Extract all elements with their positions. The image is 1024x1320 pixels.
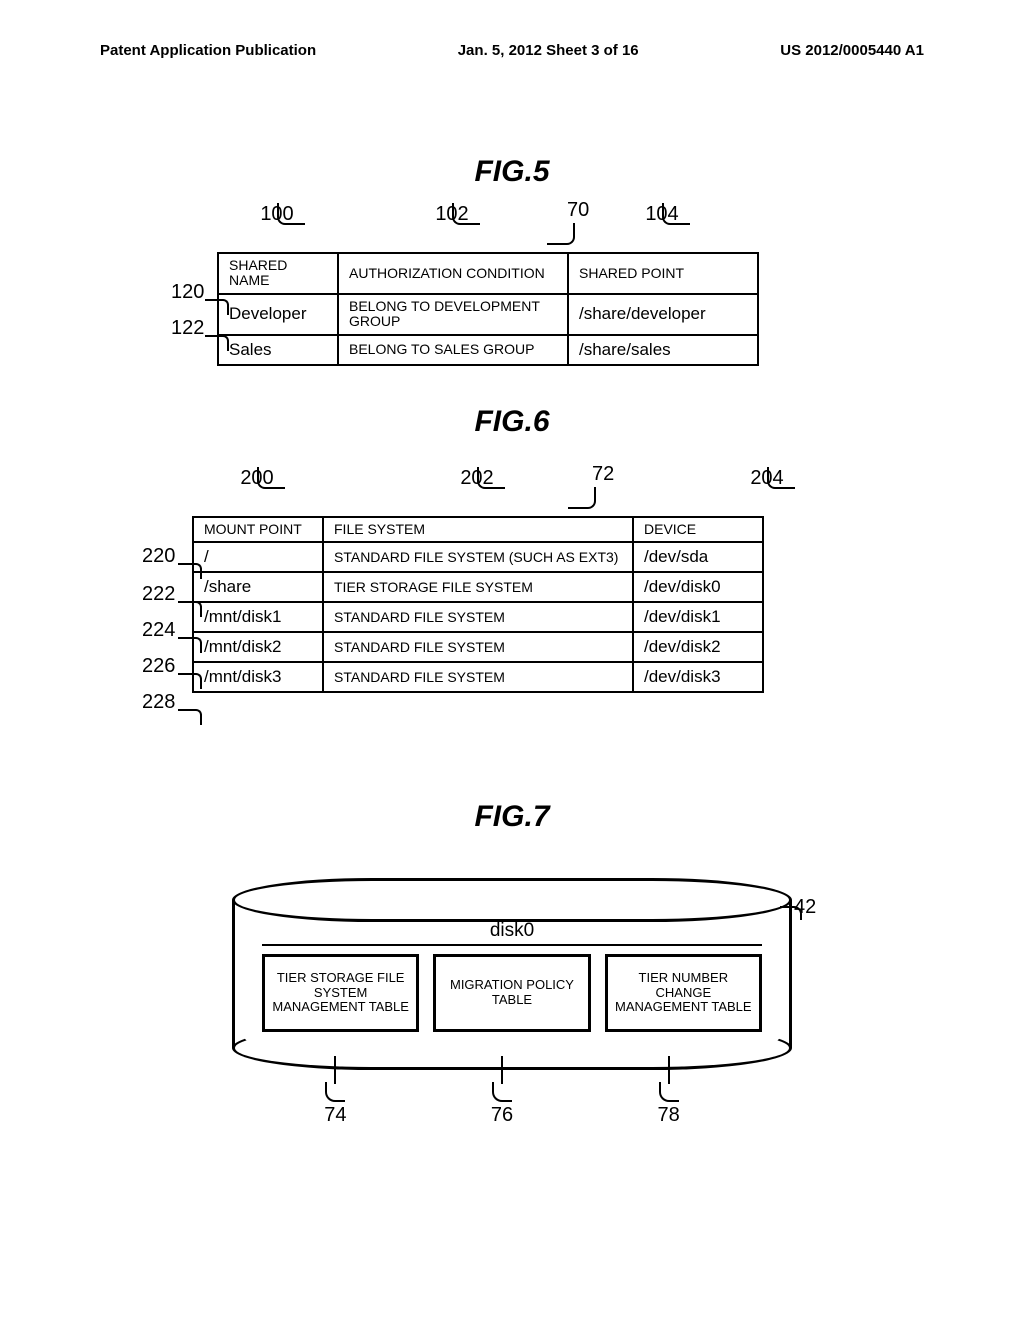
fig6-main-ref-leader — [568, 487, 596, 509]
fig5-col-ref-1: 102 — [337, 203, 567, 226]
fig7-body: disk0 TIER STORAGE FILE SYSTEM MANAGEMEN… — [222, 878, 802, 1138]
cell: BELONG TO SALES GROUP — [338, 335, 568, 365]
table-row: Sales BELONG TO SALES GROUP /share/sales — [218, 335, 758, 365]
fig5-body: 70 100 102 104 120 122 SHARED NAME AUTHO… — [217, 203, 807, 366]
fig6-col-refs: 200 202 204 — [192, 467, 832, 490]
cell: /dev/disk1 — [633, 602, 763, 632]
fig5-row-ref-0: 120 — [171, 281, 204, 304]
fig6-hdr-0: MOUNT POINT — [193, 517, 323, 542]
table-row: /mnt/disk3STANDARD FILE SYSTEM/dev/disk3 — [193, 662, 763, 692]
cell: /dev/disk2 — [633, 632, 763, 662]
disk-label: disk0 — [232, 920, 792, 942]
fig7-box-1: MIGRATION POLICY TABLE — [433, 954, 590, 1032]
fig6-col-ref-2: 204 — [702, 467, 832, 490]
cell: TIER STORAGE FILE SYSTEM — [323, 572, 633, 602]
cell: /dev/disk0 — [633, 572, 763, 602]
fig5-hdr-0: SHARED NAME — [218, 253, 338, 294]
fig7-title: FIG.7 — [0, 800, 1024, 834]
table-header-row: MOUNT POINT FILE SYSTEM DEVICE — [193, 517, 763, 542]
fig7-box-ref-1: 76 — [419, 1104, 586, 1127]
fig6-table: MOUNT POINT FILE SYSTEM DEVICE /STANDARD… — [192, 516, 764, 693]
cell: / — [193, 542, 323, 572]
fig7-box-2: TIER NUMBER CHANGE MANAGEMENT TABLE — [605, 954, 762, 1032]
fig7-box-leaders — [252, 1056, 752, 1108]
cell: /mnt/disk1 — [193, 602, 323, 632]
fig5-hdr-2: SHARED POINT — [568, 253, 758, 294]
header-right: US 2012/0005440 A1 — [780, 42, 924, 59]
figure-6: FIG.6 72 200 202 204 220 222 224 226 228… — [0, 405, 1024, 693]
table-row: /mnt/disk2STANDARD FILE SYSTEM/dev/disk2 — [193, 632, 763, 662]
fig6-title: FIG.6 — [0, 405, 1024, 439]
cell: /share — [193, 572, 323, 602]
cell: STANDARD FILE SYSTEM (SUCH AS EXT3) — [323, 542, 633, 572]
fig6-body: 72 200 202 204 220 222 224 226 228 MOUNT… — [192, 467, 832, 693]
fig5-col-refs: 100 102 104 — [217, 203, 807, 226]
figure-7: FIG.7 disk0 TIER STORAGE FILE SYSTEM MAN… — [0, 800, 1024, 1138]
cell: /share/sales — [568, 335, 758, 365]
fig6-hdr-1: FILE SYSTEM — [323, 517, 633, 542]
figure-5: FIG.5 70 100 102 104 120 122 SHARED NAME… — [0, 155, 1024, 366]
cell: /dev/disk3 — [633, 662, 763, 692]
cell: Developer — [218, 294, 338, 335]
fig5-table: SHARED NAME AUTHORIZATION CONDITION SHAR… — [217, 252, 759, 366]
fig7-box-ref-0: 74 — [252, 1104, 419, 1127]
fig7-box-refs: 74 76 78 — [252, 1104, 752, 1127]
table-row: /mnt/disk1STANDARD FILE SYSTEM/dev/disk1 — [193, 602, 763, 632]
table-row: /shareTIER STORAGE FILE SYSTEM/dev/disk0 — [193, 572, 763, 602]
fig7-box-0: TIER STORAGE FILE SYSTEM MANAGEMENT TABL… — [262, 954, 419, 1032]
cell: /mnt/disk3 — [193, 662, 323, 692]
fig5-main-ref-leader — [547, 223, 575, 245]
page-header: Patent Application Publication Jan. 5, 2… — [0, 42, 1024, 59]
fig7-box-ref-2: 78 — [585, 1104, 752, 1127]
fig6-row-ref-2: 224 — [142, 619, 175, 642]
fig5-row-ref-1: 122 — [171, 317, 204, 340]
fig5-hdr-1: AUTHORIZATION CONDITION — [338, 253, 568, 294]
fig6-row-ref-0: 220 — [142, 545, 175, 568]
fig6-col-ref-0: 200 — [192, 467, 322, 490]
fig6-row-ref-1: 222 — [142, 583, 175, 606]
fig7-boxes: TIER STORAGE FILE SYSTEM MANAGEMENT TABL… — [262, 954, 762, 1032]
fig5-col-ref-0: 100 — [217, 203, 337, 226]
cell: /mnt/disk2 — [193, 632, 323, 662]
cell: STANDARD FILE SYSTEM — [323, 602, 633, 632]
fig6-row-ref-4: 228 — [142, 691, 175, 714]
fig6-col-ref-1: 202 — [322, 467, 632, 490]
table-header-row: SHARED NAME AUTHORIZATION CONDITION SHAR… — [218, 253, 758, 294]
cell: BELONG TO DEVELOPMENT GROUP — [338, 294, 568, 335]
table-row: Developer BELONG TO DEVELOPMENT GROUP /s… — [218, 294, 758, 335]
fig5-title: FIG.5 — [0, 155, 1024, 189]
fig6-row-ref-3: 226 — [142, 655, 175, 678]
fig5-col-ref-2: 104 — [567, 203, 757, 226]
fig6-hdr-2: DEVICE — [633, 517, 763, 542]
cell: STANDARD FILE SYSTEM — [323, 662, 633, 692]
header-center: Jan. 5, 2012 Sheet 3 of 16 — [458, 42, 639, 59]
table-row: /STANDARD FILE SYSTEM (SUCH AS EXT3)/dev… — [193, 542, 763, 572]
header-left: Patent Application Publication — [100, 42, 316, 59]
cell: /dev/sda — [633, 542, 763, 572]
cell: STANDARD FILE SYSTEM — [323, 632, 633, 662]
cell: Sales — [218, 335, 338, 365]
cell: /share/developer — [568, 294, 758, 335]
disk-cylinder-icon: disk0 TIER STORAGE FILE SYSTEM MANAGEMEN… — [232, 878, 792, 1068]
